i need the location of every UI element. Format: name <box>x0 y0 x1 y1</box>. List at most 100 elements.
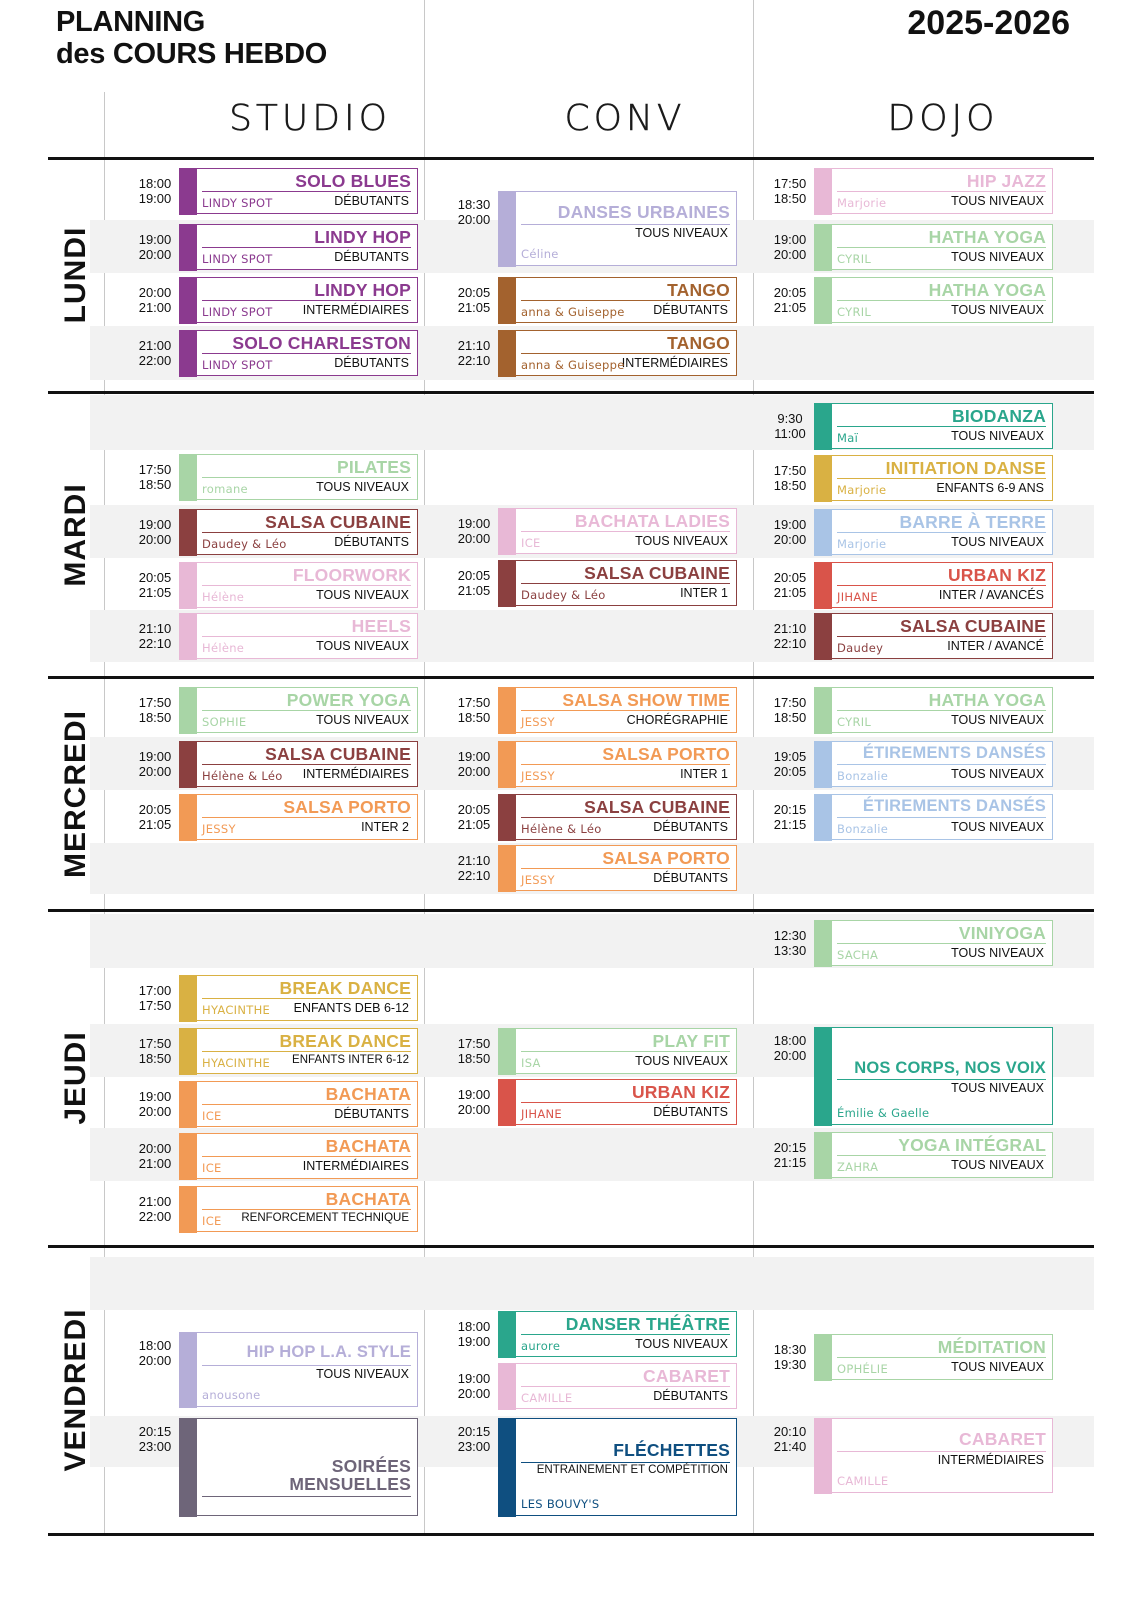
class-name: BACHATA <box>325 1084 411 1104</box>
class-card[interactable]: SALSA SHOW TIME CHORÉGRAPHIE JESSY <box>497 686 737 734</box>
underline <box>837 817 1046 818</box>
end-time: 21:05 <box>138 817 172 832</box>
teacher-name: CAMILLE <box>521 1391 573 1405</box>
class-card[interactable]: BIODANZA TOUS NIVEAUX Maï <box>813 402 1053 450</box>
class-card[interactable]: TANGO INTERMÉDIAIRES anna & Guiseppe <box>497 329 737 377</box>
class-card[interactable]: SOLO BLUES DÉBUTANTS LINDY SPOT <box>178 167 418 215</box>
class-card[interactable]: PLAY FIT TOUS NIVEAUX ISA <box>497 1027 737 1075</box>
class-card[interactable]: CABARET DÉBUTANTS CAMILLE <box>497 1362 737 1410</box>
color-bar <box>178 1027 197 1075</box>
class-card[interactable]: SALSA CUBAINE INTER / AVANCÉ Daudey <box>813 612 1053 660</box>
class-card[interactable]: SALSA PORTO DÉBUTANTS JESSY <box>497 844 737 892</box>
class-level: INTERMÉDIAIRES <box>937 1452 1044 1467</box>
teacher-name: ICE <box>202 1109 222 1123</box>
underline <box>202 817 411 818</box>
class-card[interactable]: SALSA CUBAINE DÉBUTANTS Daudey & Léo <box>178 508 418 556</box>
teacher-name: CYRIL <box>837 715 872 729</box>
teacher-name: JIHANE <box>521 1107 562 1121</box>
class-card[interactable]: PILATES TOUS NIVEAUX romane <box>178 453 418 501</box>
color-bar <box>813 508 832 556</box>
class-card[interactable]: URBAN KIZ INTER / AVANCÉS JIHANE <box>813 561 1053 609</box>
class-time: 19:00 20:00 <box>444 749 504 779</box>
class-time: 17:50 18:50 <box>125 1036 185 1066</box>
start-time: 21:10 <box>138 621 172 636</box>
teacher-name: JESSY <box>521 715 555 729</box>
class-card[interactable]: LINDY HOP INTERMÉDIAIRES LINDY SPOT <box>178 276 418 324</box>
class-card[interactable]: URBAN KIZ DÉBUTANTS JIHANE <box>497 1078 737 1126</box>
class-card[interactable]: BACHATA INTERMÉDIAIRES ICE <box>178 1132 418 1180</box>
class-card[interactable]: FLÉCHETTES ENTRAINEMENT ET COMPÉTITION LES… <box>497 1417 737 1517</box>
class-card[interactable]: BACHATA DÉBUTANTS ICE <box>178 1080 418 1128</box>
underline <box>521 817 730 818</box>
class-card[interactable]: NOS CORPS, NOS VOIX TOUS NIVEAUX Émilie & … <box>813 1026 1053 1126</box>
class-card[interactable]: HEELS TOUS NIVEAUX Hélène <box>178 612 418 660</box>
day-name: MERCREDI <box>59 709 92 878</box>
teacher-name: CYRIL <box>837 305 872 319</box>
class-card[interactable]: YOGA INTÉGRAL TOUS NIVEAUX ZAHRA <box>813 1131 1053 1179</box>
class-card[interactable]: HIP JAZZ TOUS NIVEAUX Marjorie <box>813 167 1053 215</box>
class-time: 19:00 20:00 <box>125 232 185 262</box>
class-card[interactable]: HATHA YOGA TOUS NIVEAUX CYRIL <box>813 686 1053 734</box>
class-card[interactable]: LINDY HOP DÉBUTANTS LINDY SPOT <box>178 223 418 271</box>
class-level: TOUS NIVEAUX <box>316 1366 409 1381</box>
class-level: INTERMÉDIAIRES <box>302 303 409 317</box>
class-time: 18:00 19:00 <box>125 176 185 206</box>
class-card[interactable]: HIP HOP L.A. STYLE TOUS NIVEAUX anousone <box>178 1331 418 1408</box>
teacher-name: Daudey & Léo <box>521 588 606 602</box>
class-card[interactable]: BACHATA LADIES TOUS NIVEAUX ICE <box>497 507 737 555</box>
class-card[interactable]: ÉTIREMENTS DANSÉS TOUS NIVEAUX Bonzalie <box>813 793 1053 841</box>
class-card[interactable]: INITIATION DANSE ENFANTS 6-9 ANS Marjorie <box>813 454 1053 502</box>
class-card[interactable]: DANSES URBAINES TOUS NIVEAUX Céline <box>497 190 737 267</box>
class-name: MÉDITATION <box>937 1337 1046 1357</box>
class-card[interactable]: MÉDITATION TOUS NIVEAUX OPHÉLIE <box>813 1333 1053 1381</box>
class-card[interactable]: BACHATA RENFORCEMENT TECHNIQUE ICE <box>178 1185 418 1233</box>
class-card[interactable]: HATHA YOGA TOUS NIVEAUX CYRIL <box>813 223 1053 271</box>
class-level: TOUS NIVEAUX <box>951 767 1044 781</box>
class-card[interactable]: VINIYOGA TOUS NIVEAUX SACHA <box>813 919 1053 967</box>
class-time: 18:00 19:00 <box>444 1319 504 1349</box>
class-card[interactable]: POWER YOGA TOUS NIVEAUX SOPHIE <box>178 686 418 734</box>
end-time: 20:00 <box>138 247 172 262</box>
class-card[interactable]: CABARET INTERMÉDIAIRES CAMILLE <box>813 1417 1053 1494</box>
class-card[interactable]: SALSA PORTO INTER 1 JESSY <box>497 740 737 788</box>
teacher-name: Bonzalie <box>837 822 889 836</box>
class-card[interactable]: SOLO CHARLESTON DÉBUTANTS LINDY SPOT <box>178 329 418 377</box>
class-card[interactable]: SOIRÉES MENSUELLES <box>178 1417 418 1517</box>
underline <box>521 868 730 869</box>
class-card[interactable]: SALSA CUBAINE DÉBUTANTS Hélène & Léo <box>497 793 737 841</box>
class-card[interactable]: DANSER THÉÂTRE TOUS NIVEAUX aurore <box>497 1310 737 1358</box>
end-time: 22:00 <box>138 1209 172 1224</box>
day-separator <box>48 391 1094 394</box>
class-card[interactable]: HATHA YOGA TOUS NIVEAUX CYRIL <box>813 276 1053 324</box>
underline <box>837 1450 1046 1452</box>
color-bar <box>813 793 832 841</box>
class-card[interactable]: BARRE À TERRE TOUS NIVEAUX Marjorie <box>813 508 1053 556</box>
color-bar <box>813 167 832 215</box>
class-card[interactable]: SALSA CUBAINE INTERMÉDIAIRES Hélène & Léo <box>178 740 418 788</box>
class-time: 20:15 23:00 <box>444 1424 504 1454</box>
class-name: BACHATA <box>325 1136 411 1156</box>
start-time: 18:00 <box>457 1319 491 1334</box>
class-card[interactable]: SALSA CUBAINE INTER 1 Daudey & Léo <box>497 559 737 607</box>
class-level: DÉBUTANTS <box>334 250 409 264</box>
class-name: CABARET <box>643 1366 730 1386</box>
teacher-name: Marjorie <box>837 196 887 210</box>
day-label: MARDI <box>48 392 104 677</box>
underline <box>837 943 1046 944</box>
class-card[interactable]: FLOORWORK TOUS NIVEAUX Hélène <box>178 561 418 609</box>
class-level: TOUS NIVEAUX <box>635 1337 728 1351</box>
class-card[interactable]: BREAK DANCE ENFANTS DEB 6-12 HYACINTHE <box>178 974 418 1022</box>
class-card[interactable]: BREAK DANCE ENFANTS INTER 6-12 HYACINTHE <box>178 1027 418 1075</box>
class-card[interactable]: SALSA PORTO INTER 2 JESSY <box>178 793 418 841</box>
class-level: TOUS NIVEAUX <box>635 534 728 548</box>
day-label: VENDREDI <box>48 1246 104 1534</box>
column-header-studio: STUDIO <box>229 98 391 140</box>
teacher-name: ICE <box>202 1214 222 1228</box>
start-time: 21:10 <box>773 621 807 636</box>
class-level: ENFANTS INTER 6-12 <box>292 1054 409 1066</box>
class-card[interactable]: ÉTIREMENTS DANSÉS TOUS NIVEAUX Bonzalie <box>813 740 1053 788</box>
class-card[interactable]: TANGO DÉBUTANTS anna & Guiseppe <box>497 276 737 324</box>
class-level: TOUS NIVEAUX <box>635 225 728 240</box>
end-time: 21:15 <box>773 1155 807 1170</box>
start-time: 17:50 <box>773 695 807 710</box>
